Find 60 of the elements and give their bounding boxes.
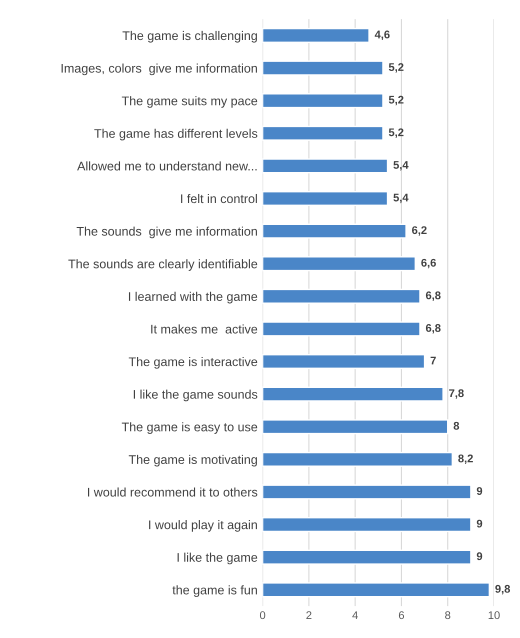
- y-tick-label: Allowed me to understand new...: [77, 161, 257, 171]
- x-tick-label: 4: [352, 611, 358, 620]
- y-tick-label: The game is challenging: [122, 30, 257, 43]
- data-label: 5,4: [393, 161, 408, 170]
- bar: [262, 386, 444, 402]
- y-tick-label: the game is fun: [172, 585, 257, 597]
- bar: [262, 419, 448, 434]
- x-tick-label: 10: [488, 611, 500, 620]
- bar: [262, 517, 472, 532]
- bar: [262, 288, 421, 304]
- y-tick-label: The game is interactive: [128, 357, 258, 369]
- bar: [262, 93, 384, 108]
- data-label: 9,8: [495, 584, 510, 594]
- y-tick-label: I would play it again: [149, 520, 257, 532]
- bar: [262, 550, 472, 565]
- bar: [262, 126, 384, 141]
- bar: [262, 256, 416, 272]
- data-label: 9: [476, 487, 482, 495]
- y-tick-label: The sounds give me information: [76, 226, 257, 238]
- y-tick-label: The game has different levels: [94, 128, 258, 140]
- data-label: 6,2: [412, 226, 427, 236]
- bar: [262, 452, 454, 467]
- y-tick-label: Images, colors give me information: [62, 64, 257, 76]
- y-tick-label: I felt in control: [181, 194, 257, 204]
- y-tick-label: I learned with the game: [128, 292, 258, 304]
- bar: [262, 582, 490, 598]
- data-label: 8: [454, 422, 460, 430]
- data-label: 5,4: [393, 194, 408, 204]
- x-tick-label: 6: [398, 611, 404, 620]
- data-label: 7: [430, 356, 436, 364]
- y-tick-label: I like the game sounds: [134, 390, 258, 402]
- bar: [262, 158, 388, 174]
- data-label: 8,2: [458, 454, 473, 464]
- data-label: 9: [476, 520, 482, 528]
- x-tick-label: 8: [445, 611, 450, 620]
- bar: [262, 354, 426, 370]
- data-label: 4,6: [374, 30, 390, 40]
- y-tick-label: The sounds are clearly identifiable: [68, 259, 258, 271]
- data-label: 5,2: [388, 63, 404, 73]
- data-label: 6,8: [426, 324, 441, 334]
- data-label: 6,6: [421, 258, 436, 268]
- data-label: 7,8: [449, 389, 464, 399]
- bar: [262, 190, 388, 206]
- x-tick-label: 2: [306, 611, 312, 620]
- bar: [262, 321, 421, 336]
- y-tick-label: I like the game: [178, 552, 258, 564]
- data-label: 9: [476, 552, 482, 560]
- data-label: 5,2: [388, 128, 404, 138]
- y-tick-label: It makes me active: [151, 324, 258, 334]
- y-tick-label: The game is easy to use: [122, 422, 258, 434]
- x-tick-label: 0: [260, 611, 266, 620]
- bar: [262, 28, 370, 43]
- y-tick-label: I would recommend it to others: [88, 487, 258, 497]
- bar: [262, 60, 384, 76]
- bar: [262, 484, 472, 500]
- data-label: 6,8: [426, 291, 441, 301]
- y-tick-label: The game is motivating: [128, 454, 257, 466]
- data-label: 5,2: [388, 96, 404, 106]
- bar: [262, 224, 407, 239]
- y-tick-label: The game suits my pace: [122, 96, 258, 108]
